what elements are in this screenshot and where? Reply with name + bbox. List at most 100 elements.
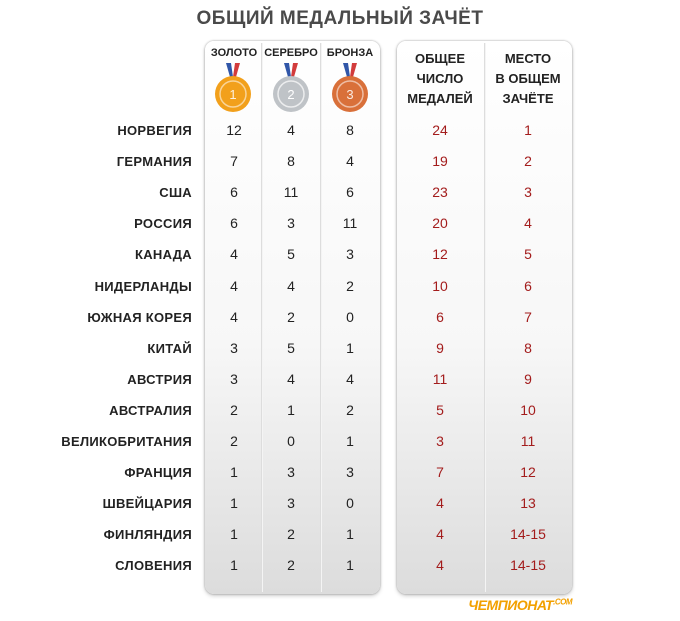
silver-cell: 2 bbox=[287, 557, 295, 574]
column-divider bbox=[484, 43, 486, 592]
page-title: ОБЩИЙ МЕДАЛЬНЫЙ ЗАЧЁТ bbox=[196, 8, 484, 29]
brand-name: ЧЕМПИОНАТ bbox=[468, 597, 554, 613]
country-label: КАНАДА bbox=[134, 247, 192, 263]
gold-medal-digit: 1 bbox=[229, 87, 236, 102]
brand-logo: ЧЕМПИОНАТ.COM bbox=[468, 597, 572, 613]
total-header-line3: МЕДАЛЕЙ bbox=[407, 91, 473, 106]
bronze-cell: 1 bbox=[346, 339, 354, 356]
silver-cell: 2 bbox=[287, 526, 295, 543]
gold-cell: 4 bbox=[230, 277, 238, 294]
silver-cell: 5 bbox=[287, 339, 295, 356]
country-label: СЛОВЕНИЯ bbox=[115, 558, 192, 574]
total-header: ОБЩЕЕ ЧИСЛО МЕДАЛЕЙ bbox=[397, 49, 483, 109]
rank-cell: 14-15 bbox=[510, 557, 546, 574]
gold-cell: 7 bbox=[230, 153, 238, 170]
country-label: ФРАНЦИЯ bbox=[124, 465, 192, 481]
gold-cell: 2 bbox=[230, 433, 238, 449]
medals-panel bbox=[205, 41, 380, 594]
total-cell: 6 bbox=[436, 308, 444, 325]
bronze-cell: 4 bbox=[346, 370, 354, 387]
total-cell: 20 bbox=[432, 215, 448, 232]
country-label: НИДЕРЛАНДЫ bbox=[94, 278, 192, 294]
bronze-cell: 2 bbox=[346, 401, 354, 418]
total-cell: 23 bbox=[432, 184, 448, 201]
gold-cell: 1 bbox=[230, 526, 238, 543]
gold-cell: 2 bbox=[230, 401, 238, 418]
bronze-cell: 0 bbox=[346, 308, 354, 325]
rank-header-line2: В ОБЩЕМ bbox=[495, 71, 561, 86]
total-cell: 5 bbox=[436, 401, 444, 418]
country-label: ГЕРМАНИЯ bbox=[116, 154, 192, 170]
country-label: США bbox=[159, 185, 192, 201]
gold-cell: 6 bbox=[230, 215, 238, 232]
brand-suffix: .COM bbox=[553, 597, 572, 607]
silver-cell: 2 bbox=[287, 308, 295, 325]
rank-header-line1: МЕСТО bbox=[504, 51, 552, 66]
gold-cell: 6 bbox=[230, 184, 238, 201]
column-divider bbox=[320, 43, 322, 592]
bronze-cell: 6 bbox=[346, 184, 354, 201]
total-cell: 7 bbox=[436, 464, 444, 481]
gold-cell: 4 bbox=[230, 308, 238, 325]
total-cell: 9 bbox=[436, 339, 444, 356]
total-cell: 19 bbox=[432, 153, 448, 170]
bronze-cell: 3 bbox=[346, 464, 354, 481]
silver-cell: 3 bbox=[287, 495, 295, 512]
silver-cell: 1 bbox=[287, 401, 295, 418]
rank-cell: 4 bbox=[524, 215, 532, 232]
rank-cell: 1 bbox=[524, 122, 532, 138]
total-header-line2: ЧИСЛО bbox=[416, 71, 464, 86]
rank-cell: 7 bbox=[524, 308, 532, 325]
column-divider bbox=[261, 43, 263, 592]
country-label: НОРВЕГИЯ bbox=[117, 123, 192, 138]
country-label: КИТАЙ bbox=[147, 340, 192, 356]
rank-cell: 12 bbox=[520, 464, 536, 481]
rank-cell: 10 bbox=[520, 401, 536, 418]
gold-cell: 1 bbox=[230, 557, 238, 574]
country-label: АВСТРАЛИЯ bbox=[109, 402, 192, 418]
bronze-cell: 8 bbox=[346, 122, 354, 138]
bronze-cell: 2 bbox=[346, 277, 354, 294]
silver-cell: 4 bbox=[287, 122, 295, 138]
rank-cell: 6 bbox=[524, 277, 532, 294]
country-label: РОССИЯ bbox=[134, 216, 192, 232]
silver-medal-digit: 2 bbox=[287, 87, 294, 102]
silver-cell: 4 bbox=[287, 277, 295, 294]
silver-cell: 11 bbox=[283, 184, 299, 201]
bronze-cell: 1 bbox=[346, 526, 354, 543]
silver-cell: 0 bbox=[287, 433, 295, 449]
total-cell: 11 bbox=[432, 370, 448, 387]
rank-cell: 11 bbox=[520, 433, 536, 449]
total-header-line1: ОБЩЕЕ bbox=[414, 51, 466, 66]
country-label: ВЕЛИКОБРИТАНИЯ bbox=[61, 434, 192, 449]
bronze-cell: 1 bbox=[346, 433, 354, 449]
silver-cell: 5 bbox=[287, 246, 295, 263]
bronze-medal-digit: 3 bbox=[346, 87, 353, 102]
total-cell: 12 bbox=[432, 246, 448, 263]
rank-header-line3: ЗАЧЁТЕ bbox=[502, 91, 554, 106]
gold-cell: 3 bbox=[230, 339, 238, 356]
silver-cell: 3 bbox=[287, 464, 295, 481]
total-cell: 10 bbox=[432, 277, 448, 294]
bronze-header: БРОНЗА bbox=[326, 47, 374, 59]
rank-cell: 13 bbox=[520, 495, 536, 512]
country-label: ФИНЛЯНДИЯ bbox=[103, 527, 192, 543]
gold-medal-icon: 1 bbox=[215, 63, 251, 112]
rank-header: МЕСТО В ОБЩЕМ ЗАЧЁТЕ bbox=[485, 49, 571, 109]
gold-header: ЗОЛОТО bbox=[210, 47, 258, 59]
silver-cell: 3 bbox=[287, 215, 295, 232]
total-cell: 24 bbox=[432, 122, 448, 138]
rank-cell: 3 bbox=[524, 184, 532, 201]
bronze-cell: 3 bbox=[346, 246, 354, 263]
country-label: ЮЖНАЯ КОРЕЯ bbox=[87, 309, 192, 325]
bronze-cell: 4 bbox=[346, 153, 354, 170]
country-label: АВСТРИЯ bbox=[127, 371, 192, 387]
rank-cell: 2 bbox=[524, 153, 532, 170]
gold-cell: 12 bbox=[226, 122, 242, 138]
gold-cell: 1 bbox=[230, 464, 238, 481]
silver-header: СЕРЕБРО bbox=[264, 47, 318, 59]
bronze-medal-icon: 3 bbox=[332, 63, 368, 112]
gold-cell: 4 bbox=[230, 246, 238, 263]
bronze-cell: 11 bbox=[342, 215, 358, 232]
silver-cell: 4 bbox=[287, 370, 295, 387]
